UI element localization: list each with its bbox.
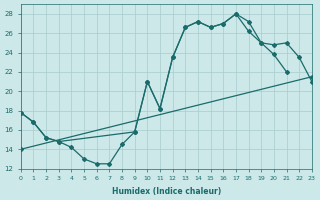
X-axis label: Humidex (Indice chaleur): Humidex (Indice chaleur) [112, 187, 221, 196]
